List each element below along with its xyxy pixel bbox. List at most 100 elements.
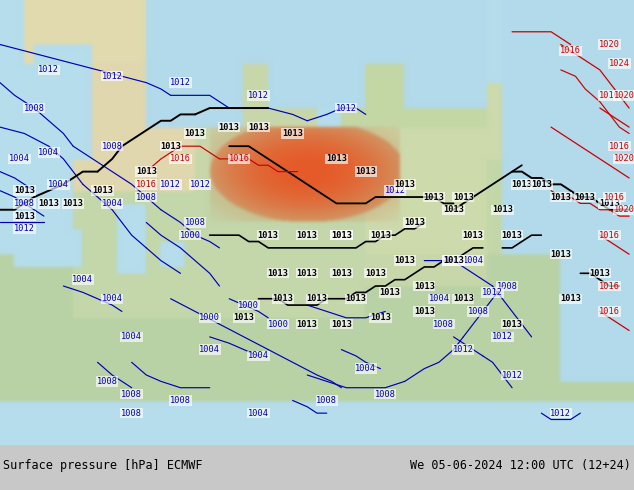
Text: 1016: 1016 [599, 91, 620, 100]
Text: 1008: 1008 [433, 319, 455, 329]
Text: 1020: 1020 [614, 91, 634, 100]
Text: 1013: 1013 [590, 269, 611, 278]
Text: 1013: 1013 [306, 294, 328, 303]
Text: 1016: 1016 [599, 282, 620, 291]
Text: 1016: 1016 [560, 47, 581, 55]
Text: 1008: 1008 [136, 193, 157, 201]
Text: 1004: 1004 [463, 256, 484, 265]
Text: 1013: 1013 [331, 231, 352, 240]
Text: 1013: 1013 [394, 256, 415, 265]
Text: 1012: 1012 [248, 91, 269, 100]
Text: 1013: 1013 [380, 288, 401, 297]
Text: 1013: 1013 [282, 129, 303, 138]
Text: 1000: 1000 [179, 231, 201, 240]
Text: 1016: 1016 [136, 180, 157, 189]
Text: 1008: 1008 [375, 390, 396, 398]
Text: 1013: 1013 [355, 167, 376, 176]
Text: 1004: 1004 [248, 351, 269, 361]
Text: 1013: 1013 [512, 180, 533, 189]
Text: 1013: 1013 [136, 167, 157, 176]
Text: 1013: 1013 [443, 256, 464, 265]
Text: 1008: 1008 [97, 377, 118, 386]
Text: 1000: 1000 [238, 300, 259, 310]
Text: 1008: 1008 [467, 307, 488, 316]
Text: 1008: 1008 [170, 396, 191, 405]
Text: 1008: 1008 [14, 199, 35, 208]
Text: 1012: 1012 [14, 224, 35, 233]
Text: 1013: 1013 [331, 231, 352, 240]
Text: 1013: 1013 [501, 231, 522, 240]
Text: 1008: 1008 [316, 396, 337, 405]
Text: 1013: 1013 [365, 269, 386, 278]
Text: 1012: 1012 [101, 72, 122, 81]
Text: 1004: 1004 [48, 180, 69, 189]
Text: 1016: 1016 [609, 142, 630, 151]
Text: 1004: 1004 [101, 199, 122, 208]
Text: 1008: 1008 [121, 409, 142, 417]
Text: 1012: 1012 [492, 332, 513, 342]
Text: 1004: 1004 [429, 294, 450, 303]
Text: 1013: 1013 [394, 180, 415, 189]
Text: 1004: 1004 [121, 332, 142, 342]
Text: Surface pressure [hPa] ECMWF: Surface pressure [hPa] ECMWF [3, 459, 203, 472]
Text: 1013: 1013 [248, 122, 269, 132]
Text: 1013: 1013 [370, 231, 391, 240]
Text: 1013: 1013 [331, 269, 352, 278]
Text: 1013: 1013 [575, 193, 596, 201]
Text: 1013: 1013 [273, 294, 294, 303]
Text: 1016: 1016 [599, 231, 620, 240]
Text: 1008: 1008 [184, 218, 205, 227]
Text: 1004: 1004 [101, 294, 122, 303]
Text: 1013: 1013 [550, 193, 571, 201]
Text: 1013: 1013 [219, 122, 240, 132]
Text: 1000: 1000 [199, 313, 220, 322]
Text: 1013: 1013 [414, 282, 435, 291]
Text: 1012: 1012 [190, 180, 210, 189]
Text: 1013: 1013 [443, 205, 464, 214]
Text: 1013: 1013 [38, 199, 59, 208]
Text: 1013: 1013 [453, 294, 474, 303]
Text: 1012: 1012 [385, 186, 406, 195]
Text: 1020: 1020 [614, 154, 634, 163]
Text: 1000: 1000 [268, 319, 288, 329]
Text: 1013: 1013 [346, 294, 366, 303]
Text: 1013: 1013 [92, 186, 113, 195]
Text: 1016: 1016 [170, 154, 191, 163]
Text: 1013: 1013 [297, 231, 318, 240]
Text: 1008: 1008 [23, 103, 44, 113]
Text: 1013: 1013 [184, 129, 205, 138]
Text: 1013: 1013 [501, 319, 522, 329]
Text: 1008: 1008 [496, 282, 518, 291]
Text: 1012: 1012 [453, 345, 474, 354]
Text: 1012: 1012 [550, 409, 571, 417]
Text: 1004: 1004 [248, 409, 269, 417]
Text: 1012: 1012 [501, 370, 522, 379]
Text: 1013: 1013 [331, 319, 352, 329]
Text: 1012: 1012 [160, 180, 181, 189]
Text: 1004: 1004 [355, 364, 376, 373]
Text: 1008: 1008 [101, 142, 122, 151]
Text: 1013: 1013 [297, 319, 318, 329]
Text: 1013: 1013 [424, 193, 444, 201]
Text: 1004: 1004 [9, 154, 30, 163]
Text: 1013: 1013 [63, 199, 84, 208]
Text: We 05-06-2024 12:00 UTC (12+24): We 05-06-2024 12:00 UTC (12+24) [410, 459, 631, 472]
Text: 1012: 1012 [443, 256, 464, 265]
Text: 1013: 1013 [233, 313, 254, 322]
Text: 1012: 1012 [170, 78, 191, 87]
Text: 1013: 1013 [326, 154, 347, 163]
Text: 1013: 1013 [560, 294, 581, 303]
Text: 1020: 1020 [614, 205, 634, 214]
Text: 1013: 1013 [160, 142, 181, 151]
Text: 1013: 1013 [414, 307, 435, 316]
Text: 1004: 1004 [199, 345, 220, 354]
Text: 1013: 1013 [297, 269, 318, 278]
Text: 1013: 1013 [550, 250, 571, 259]
Text: 1024: 1024 [609, 59, 630, 68]
Text: 1013: 1013 [531, 180, 552, 189]
Text: 1013: 1013 [14, 186, 35, 195]
Text: 1016: 1016 [604, 193, 625, 201]
Text: 1016: 1016 [599, 307, 620, 316]
Text: 1013: 1013 [463, 231, 484, 240]
Text: 1020: 1020 [599, 40, 620, 49]
